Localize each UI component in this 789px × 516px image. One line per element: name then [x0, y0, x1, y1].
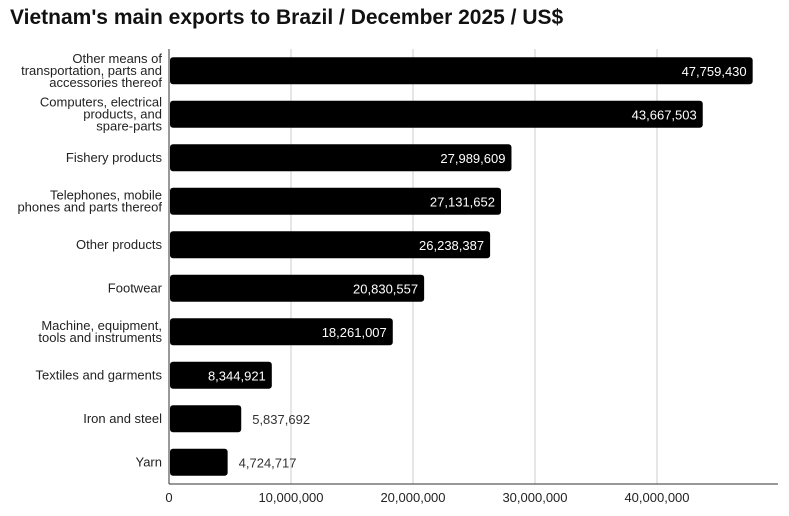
- category-label: Iron and steel: [83, 411, 162, 426]
- category-label: Textiles and garments: [36, 367, 163, 382]
- bar: [170, 57, 753, 85]
- bar: [170, 187, 502, 215]
- category-label: Machine, equipment, tools and instruments: [38, 318, 162, 345]
- x-tick-label: 30,000,000: [502, 490, 567, 505]
- category-label-line: spare-parts: [96, 118, 162, 133]
- data-label: 27,989,609: [440, 151, 505, 166]
- bar: [170, 274, 425, 302]
- category-label: Fishery products: [66, 150, 163, 165]
- data-label: 18,261,007: [322, 325, 387, 340]
- category-label-line: Fishery products: [66, 150, 163, 165]
- bar: [170, 144, 512, 172]
- category-label: Yarn: [136, 454, 163, 469]
- bar: [170, 318, 393, 346]
- category-label-line: tools and instruments: [38, 330, 162, 345]
- bar: [170, 448, 228, 476]
- category-label-line: Iron and steel: [83, 411, 162, 426]
- category-label: Telephones, mobile phones and parts there…: [17, 187, 162, 214]
- category-label-line: transportation, parts and: [21, 63, 162, 78]
- category-label-line: Machine, equipment,: [41, 318, 162, 333]
- data-label: 4,724,717: [239, 455, 297, 470]
- category-label-line: Other products: [76, 237, 162, 252]
- data-label: 43,667,503: [632, 107, 697, 122]
- bars: [170, 57, 753, 476]
- bar: [170, 100, 703, 128]
- x-tick-label: 10,000,000: [258, 490, 323, 505]
- category-label-line: products, and: [83, 106, 162, 121]
- category-label-line: phones and parts thereof: [17, 199, 162, 214]
- data-label: 27,131,652: [430, 194, 495, 209]
- category-label: Other products: [76, 237, 162, 252]
- x-tick-label: 40,000,000: [624, 490, 689, 505]
- category-label: Other means of transportation, parts and a…: [21, 51, 162, 90]
- category-label-line: Computers, electrical: [40, 94, 162, 109]
- category-label-line: Textiles and garments: [36, 367, 163, 382]
- category-label-line: Other means of: [72, 51, 162, 66]
- category-label-line: accessories thereof: [49, 75, 162, 90]
- x-tick-label: 0: [165, 490, 172, 505]
- data-label: 20,830,557: [353, 281, 418, 296]
- data-label: 8,344,921: [208, 368, 266, 383]
- bar: [170, 405, 242, 433]
- category-label-line: Yarn: [136, 454, 163, 469]
- bar: [170, 361, 272, 389]
- axes: [168, 49, 778, 485]
- labels: 0 10,000,000 20,000,000 30,000,000 40,000,00…: [17, 51, 746, 505]
- data-label: 47,759,430: [682, 64, 747, 79]
- data-label: 26,238,387: [419, 238, 484, 253]
- data-label: 5,837,692: [252, 412, 310, 427]
- category-label-line: Telephones, mobile: [50, 187, 162, 202]
- x-tick-label: 20,000,000: [380, 490, 445, 505]
- category-label: Footwear: [108, 280, 163, 295]
- category-label: Computers, electrical products, and spare-…: [40, 94, 163, 133]
- category-label-line: Footwear: [108, 280, 163, 295]
- bar: [170, 231, 491, 259]
- chart-title: Vietnam's main exports to Brazil / Decem…: [10, 6, 564, 29]
